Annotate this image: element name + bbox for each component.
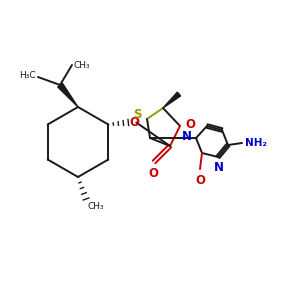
Text: S: S [134, 109, 142, 122]
Text: NH₂: NH₂ [245, 138, 267, 148]
Text: CH₃: CH₃ [88, 202, 105, 211]
Text: O: O [148, 167, 158, 180]
Text: CH₃: CH₃ [74, 61, 91, 70]
Text: O: O [195, 174, 205, 187]
Text: O: O [185, 118, 195, 131]
Text: H₃C: H₃C [20, 71, 36, 80]
Text: N: N [214, 161, 224, 174]
Text: O: O [129, 116, 139, 129]
Polygon shape [58, 83, 78, 107]
Polygon shape [163, 92, 181, 108]
Text: N: N [182, 130, 192, 143]
